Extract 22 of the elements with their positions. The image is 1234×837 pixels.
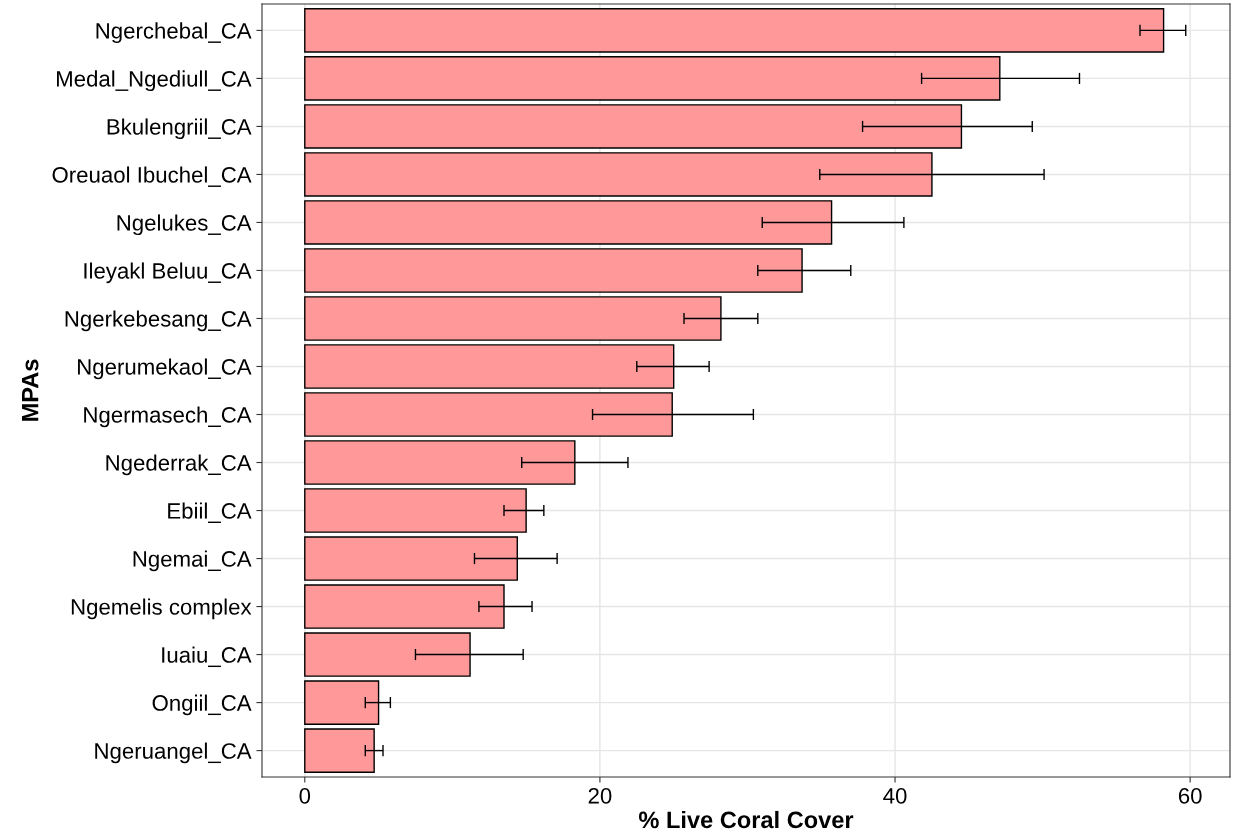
y-tick-label: Ngemelis complex: [71, 598, 252, 620]
y-tick-label: Ngermasech_CA: [84, 406, 252, 428]
y-tick-label: Ngeruangel_CA: [95, 742, 252, 764]
x-tick-label: 60: [1178, 788, 1202, 804]
x-tick-label: 0: [299, 788, 311, 804]
x-axis-title: % Live Coral Cover: [638, 810, 854, 829]
y-tick-label: Ngerumekaol_CA: [78, 358, 252, 380]
y-tick-label: Ileyakl Beluu_CA: [84, 262, 252, 284]
y-tick-label: Ngelukes_CA: [117, 214, 252, 236]
y-tick-label: Bkulengriil_CA: [107, 118, 252, 140]
x-tick-label: 40: [883, 788, 907, 804]
y-tick-label: Medal_Ngediull_CA: [57, 70, 252, 92]
y-axis-title: MPAs: [22, 359, 39, 421]
x-tick-label: 20: [588, 788, 612, 804]
y-tick-label: Iuaiu_CA: [162, 646, 252, 668]
y-tick-label: Ongiil_CA: [152, 694, 252, 716]
y-tick-label: Ngerchebal_CA: [96, 22, 252, 44]
y-tick-label: Ngerkebesang_CA: [65, 310, 252, 332]
y-tick-label: Ngemai_CA: [133, 550, 252, 572]
y-tick-label: Ebiil_CA: [168, 502, 252, 523]
y-tick-label: Oreuaol Ibuchel_CA: [52, 166, 252, 187]
y-tick-label: Ngederrak_CA: [106, 454, 252, 476]
